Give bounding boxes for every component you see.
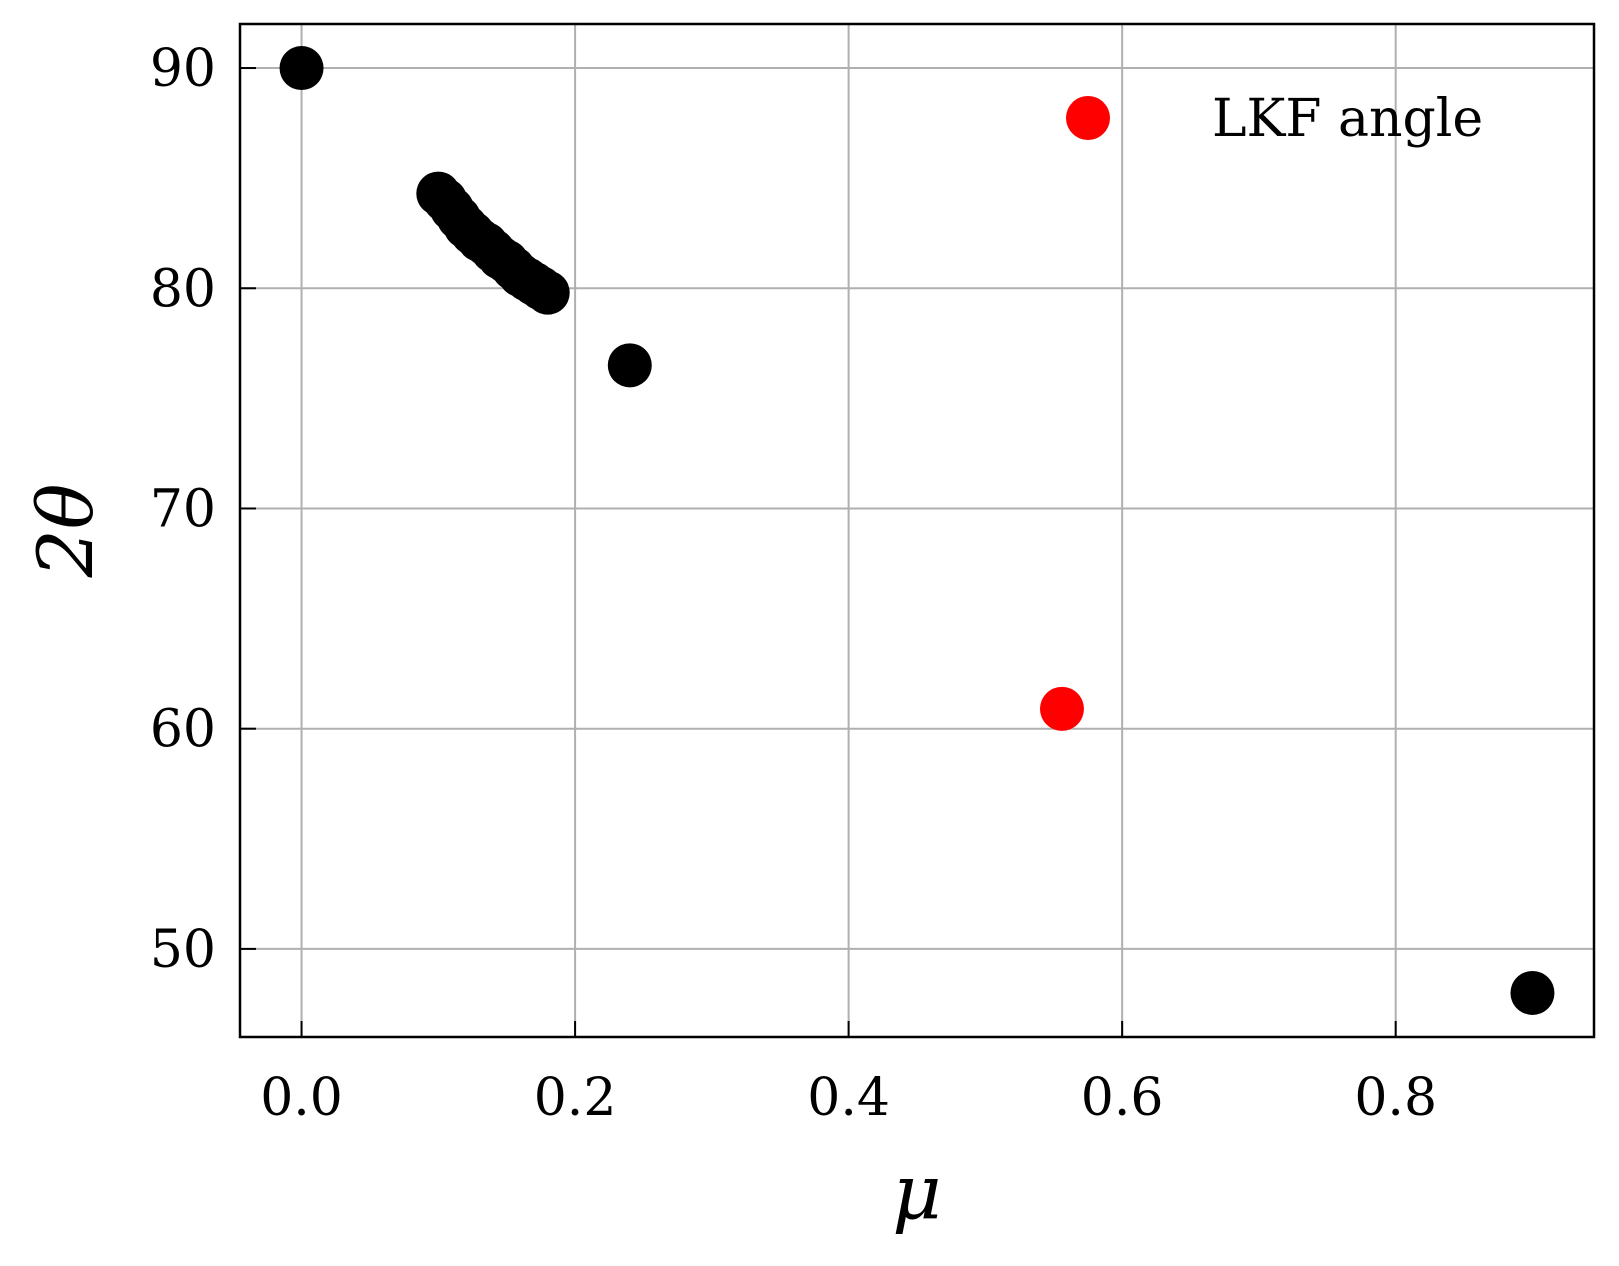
x-tick-label: 0.6 [1081,1068,1164,1128]
x-tick-label: 0.8 [1354,1068,1437,1128]
legend-marker-lkf-angle [1066,96,1110,140]
y-tick-label: 50 [150,920,216,980]
x-axis-label: μ [892,1147,941,1236]
y-axis-label: 2θ [21,483,110,578]
x-tick-label: 0.4 [807,1068,890,1128]
legend: LKF angle [1066,89,1483,149]
y-tick-labels: 50 60 70 80 90 [150,39,216,980]
data-point-lkf-angle [1039,686,1084,731]
y-tick-label: 70 [150,479,216,539]
y-tick-label: 80 [150,259,216,319]
axis-ticks [240,67,1397,1037]
x-tick-labels: 0.0 0.2 0.4 0.6 0.8 [260,1068,1437,1128]
y-tick-label: 90 [150,39,216,99]
x-tick-label: 0.0 [260,1068,343,1128]
data-point-black [1510,970,1555,1015]
x-tick-label: 0.2 [534,1068,617,1128]
legend-label-lkf-angle: LKF angle [1212,89,1483,149]
y-tick-label: 60 [150,700,216,760]
data-point-black [279,46,324,91]
plot-frame [238,22,1596,1039]
data-points [279,46,1555,1015]
grid-lines [240,24,1594,1037]
data-point-black [525,270,570,315]
data-point-black [607,343,652,388]
